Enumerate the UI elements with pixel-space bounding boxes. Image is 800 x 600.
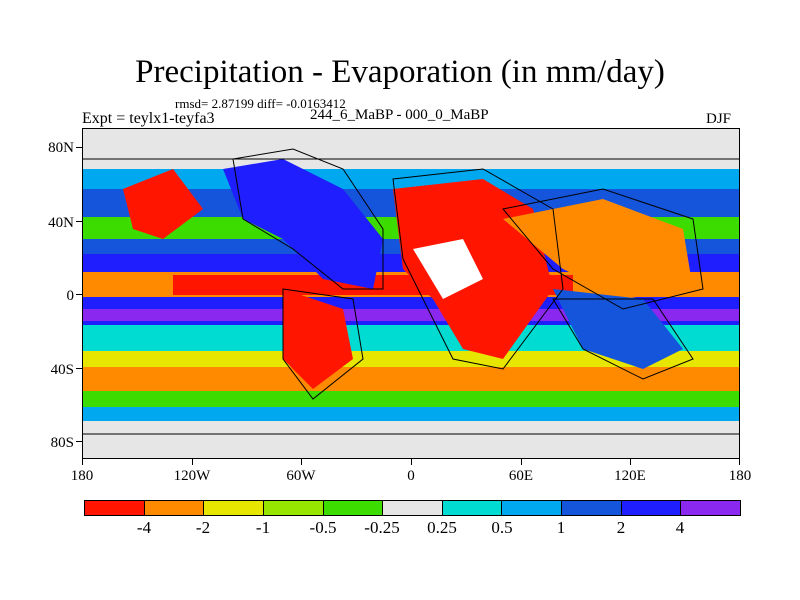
colorbar-label: 0.5 xyxy=(491,518,513,537)
map-plot xyxy=(82,128,740,459)
colorbar-label: 4 xyxy=(675,518,685,537)
colorbar-label: 0.25 xyxy=(427,518,457,537)
x-tick xyxy=(411,459,412,465)
colorbar-box xyxy=(143,500,205,516)
x-tick-label: 180 xyxy=(728,468,752,484)
colorbar-box xyxy=(680,500,742,516)
y-tick xyxy=(76,368,82,369)
x-tick-label: 180 xyxy=(70,468,94,484)
x-tick-label: 0 xyxy=(407,468,415,484)
colorbar-label: -2 xyxy=(195,518,211,537)
y-tick-label: 40S xyxy=(50,362,74,378)
colorbar-label: -4 xyxy=(136,518,152,537)
colorbar-box xyxy=(501,500,563,516)
colorbar-box xyxy=(441,500,503,516)
colorbar-box xyxy=(561,500,622,516)
colorbar-box xyxy=(620,500,682,516)
colorbar-box xyxy=(382,500,443,516)
x-tick xyxy=(82,459,83,465)
colorbar-box xyxy=(203,500,264,516)
y-tick-label: 80N xyxy=(48,140,74,156)
colorbar-label: -0.25 xyxy=(364,518,400,537)
experiment-label: Expt = teylx1-teyfa3 xyxy=(82,110,215,127)
y-tick xyxy=(76,441,82,442)
colorbar-box xyxy=(262,500,324,516)
x-tick-label: 120W xyxy=(173,468,211,484)
colorbar-label: -0.5 xyxy=(309,518,337,537)
colorbar-box xyxy=(322,500,384,516)
y-tick xyxy=(76,147,82,148)
y-tick-label: 80S xyxy=(50,435,74,451)
x-tick-label: 60W xyxy=(286,468,316,484)
colorbar-label: 2 xyxy=(616,518,626,537)
y-tick-label: 0 xyxy=(66,288,75,304)
y-tick-label: 40N xyxy=(48,215,74,231)
x-tick xyxy=(739,459,740,465)
x-tick-label: 60E xyxy=(508,468,534,484)
y-tick xyxy=(76,221,82,222)
x-tick xyxy=(630,459,631,465)
x-tick xyxy=(521,459,522,465)
period-label: 244_6_MaBP - 000_0_MaBP xyxy=(310,107,489,123)
colorbar-box xyxy=(84,500,145,516)
colorbar xyxy=(84,500,742,516)
colorbar-label: -1 xyxy=(255,518,271,537)
x-tick-label: 120E xyxy=(614,468,646,484)
y-tick xyxy=(76,294,82,295)
x-tick xyxy=(192,459,193,465)
x-tick xyxy=(301,459,302,465)
figure-title: Precipitation - Evaporation (in mm/day) xyxy=(135,54,665,90)
map-field xyxy=(83,129,739,458)
colorbar-label: 1 xyxy=(556,518,566,537)
stats-text: rmsd= 2.87199 diff= -0.0163412 xyxy=(175,96,346,111)
season-label: DJF xyxy=(706,111,732,127)
